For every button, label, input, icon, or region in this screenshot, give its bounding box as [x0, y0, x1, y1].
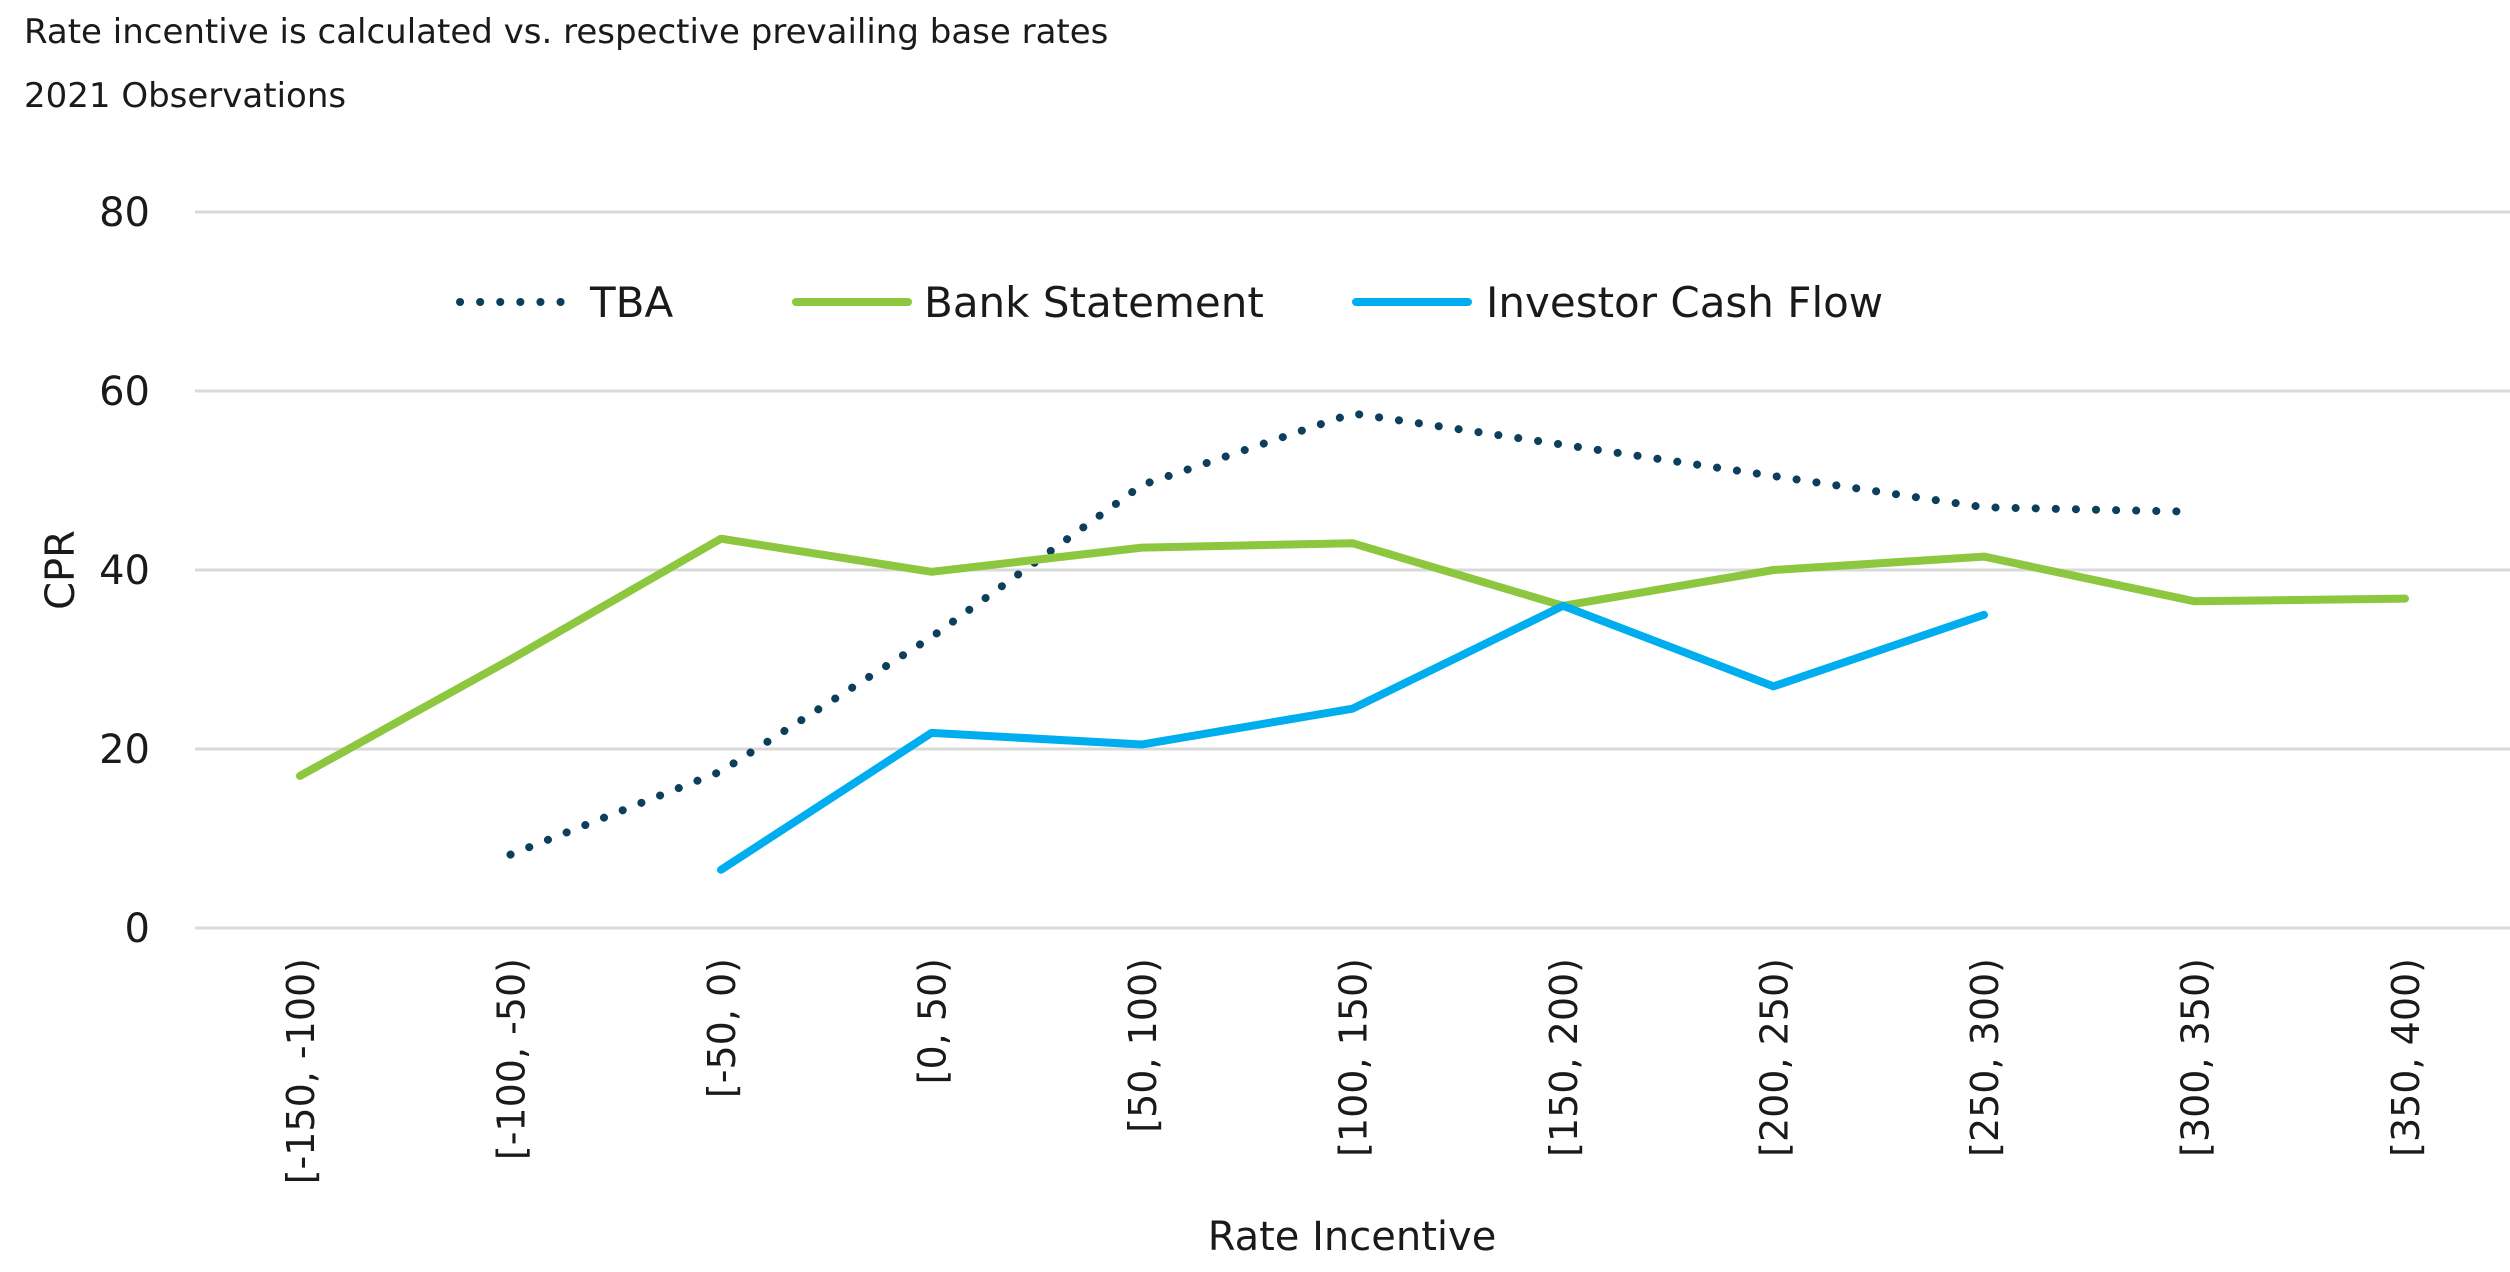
x-tick-label: [-150, -100) — [279, 958, 323, 1184]
chart-note-line-2: 2021 Observations — [24, 76, 347, 116]
x-axis-ticks: [-150, -100) [-100, -50) [-50, 0) [0, 50) [5… — [279, 958, 2428, 1184]
data-point-tba — [1562, 444, 1564, 446]
x-tick-label: [-50, 0) — [700, 958, 744, 1098]
data-point-tba — [931, 636, 933, 638]
legend-label-bank-statement: Bank Statement — [924, 278, 1264, 327]
data-point-bank-statement — [720, 538, 722, 540]
x-tick-label: [-100, -50) — [490, 958, 534, 1160]
data-point-bank-statement — [299, 775, 301, 777]
y-tick-label: 80 — [99, 190, 150, 236]
y-axis-title: CPR — [38, 530, 84, 610]
legend-label-tba: TBA — [589, 278, 673, 327]
gridlines — [195, 210, 2510, 930]
data-point-investor-cash-flow — [720, 869, 722, 871]
data-point-investor-cash-flow — [1141, 744, 1143, 746]
data-point-tba — [1141, 484, 1143, 486]
data-point-tba — [2194, 511, 2196, 513]
data-point-bank-statement — [2194, 600, 2196, 602]
data-point-investor-cash-flow — [1352, 708, 1354, 710]
data-point-bank-statement — [931, 571, 933, 573]
x-tick-label: [300, 350) — [2174, 958, 2218, 1157]
y-tick-label: 0 — [125, 906, 150, 952]
series-tba — [506, 409, 2199, 859]
x-axis-title: Rate Incentive — [1208, 1214, 1497, 1260]
series-lines — [296, 409, 2409, 874]
data-point-tba — [1983, 506, 1985, 508]
legend: TBA Bank Statement Investor Cash Flow — [456, 278, 1883, 327]
data-point-bank-statement — [510, 659, 512, 661]
x-tick-label: [350, 400) — [2384, 958, 2428, 1157]
legend-label-investor-cash-flow: Investor Cash Flow — [1486, 278, 1883, 327]
chart-note-line-1: Rate incentive is calculated vs. respect… — [24, 12, 1109, 52]
data-point-bank-statement — [2404, 598, 2406, 600]
data-point-tba — [1352, 412, 1354, 414]
series-bank-statement — [296, 534, 2409, 780]
data-point-tba — [1773, 475, 1775, 477]
data-point-tba — [510, 854, 512, 856]
data-point-bank-statement — [1141, 547, 1143, 549]
series-line-bank-statement — [296, 534, 2409, 780]
y-tick-label: 40 — [99, 548, 150, 594]
x-tick-label: [0, 50) — [911, 958, 955, 1084]
data-point-bank-statement — [1352, 542, 1354, 544]
x-tick-label: [100, 150) — [1332, 958, 1376, 1157]
data-point-investor-cash-flow — [1562, 605, 1564, 607]
data-point-bank-statement — [1773, 569, 1775, 571]
data-point-bank-statement — [1983, 556, 1985, 558]
data-point-investor-cash-flow — [1773, 685, 1775, 687]
series-line-investor-cash-flow — [717, 601, 1988, 874]
y-tick-label: 20 — [99, 727, 150, 773]
series-investor-cash-flow — [717, 601, 1988, 874]
data-point-investor-cash-flow — [931, 732, 933, 734]
data-point-investor-cash-flow — [1983, 614, 1985, 616]
x-tick-label: [50, 100) — [1121, 958, 1165, 1133]
x-tick-label: [200, 250) — [1753, 958, 1797, 1157]
x-tick-label: [150, 200) — [1542, 958, 1586, 1157]
data-point-tba — [720, 770, 722, 772]
y-axis-ticks: 0 20 40 60 80 — [99, 190, 150, 952]
y-tick-label: 60 — [99, 369, 150, 415]
series-line-tba — [506, 409, 2199, 859]
x-tick-label: [250, 300) — [1963, 958, 2007, 1157]
